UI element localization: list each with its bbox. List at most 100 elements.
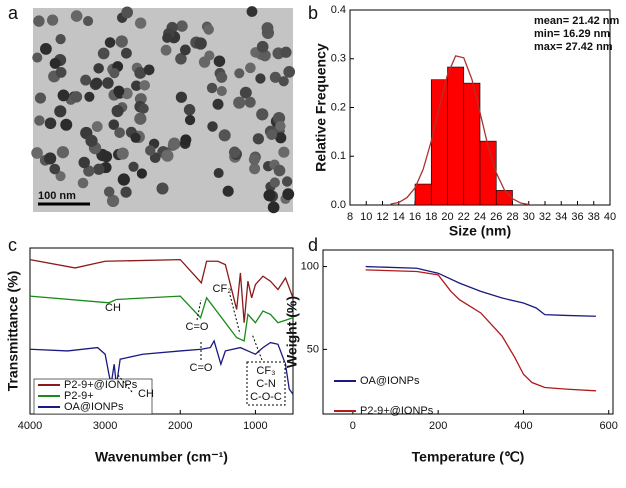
particle [55,66,67,78]
annotation: C-O-C [250,391,282,403]
x-tick-label: 26 [490,211,502,223]
particle [259,49,271,62]
legend-label: P2-9+ [64,390,94,402]
particle [44,117,57,130]
particle [233,96,246,109]
particle [80,74,92,86]
y-tick-label: 0.2 [331,101,346,113]
particle [136,168,148,179]
legend-label: OA@IONPs [360,375,420,387]
annotation: CF₃ [256,365,275,377]
arrow [229,294,241,335]
line-series [365,265,596,317]
particle [34,115,45,126]
legend-label: OA@IONPs [64,401,124,413]
particle [183,104,196,116]
y-axis-label: Relative Frequency [313,43,329,172]
scale-bar-label: 100 nm [38,190,76,202]
particle [228,146,241,158]
particle [198,56,211,68]
x-tick-label: 1000 [243,420,267,432]
particle [97,47,110,60]
particle [113,85,125,97]
x-tick-label: 14 [393,211,405,223]
particle [194,37,207,50]
particle [222,185,234,197]
particle [82,15,94,27]
particle [175,53,187,65]
particle [70,10,83,22]
arrow [196,299,202,321]
particle [245,62,256,74]
annotation: C=O [190,362,213,374]
x-tick-label: 12 [376,211,388,223]
particle [46,14,59,26]
x-tick-label: 10 [360,211,372,223]
particle [179,44,191,56]
particle [114,127,125,138]
bar [430,79,448,206]
particle [49,163,61,175]
particle [128,161,139,172]
y-axis-label: Weight (%) [284,296,300,368]
y-tick-label: 0.4 [331,4,346,16]
bar [479,140,497,206]
particle [283,65,296,78]
x-tick-label: 0 [350,420,356,432]
particle [234,68,245,79]
legend-label: P2-9+@IONPs [64,379,138,391]
x-tick-label: 32 [539,211,551,223]
particle [106,194,120,208]
particle [44,152,57,165]
particle [255,73,266,84]
particle [32,52,43,63]
particle [256,40,269,53]
particle [244,96,256,108]
particle [156,182,169,195]
particle [261,22,274,34]
panel-label: a [8,3,19,23]
particle [212,98,224,110]
particle [55,34,66,45]
particle [139,80,151,91]
particle [176,20,188,32]
x-tick-label: 16 [409,211,421,223]
particle [117,173,130,186]
x-tick-label: 20 [441,211,453,223]
annotation: mean= 21.42 nm [534,15,620,27]
bar [414,183,432,206]
x-tick-label: 38 [588,211,600,223]
y-axis-label: Transmittance (%) [5,271,21,392]
particle [275,132,287,144]
x-tick-label: 30 [523,211,535,223]
tem-image [33,8,293,212]
y-tick-label: 50 [307,343,319,355]
y-tick-label: 0.1 [331,150,346,162]
x-tick-label: 600 [600,420,618,432]
annotation: CF₂ [213,283,232,295]
particle [33,15,45,27]
x-tick-label: 40 [604,211,616,223]
x-axis-label: Size (nm) [449,223,511,239]
particle [109,68,120,79]
particle [263,189,276,202]
particle [102,77,114,89]
particle [91,121,103,132]
x-tick-label: 3000 [93,420,117,432]
particle [134,112,147,125]
particle [143,64,155,76]
x-tick-label: 4000 [18,420,42,432]
annotation: C=O [186,321,209,333]
bar [495,190,513,206]
particle [145,145,156,156]
particle [246,6,258,17]
particle [49,57,61,69]
particles [31,6,296,214]
particle [162,32,173,43]
particle [120,186,132,198]
particle [269,71,281,83]
annotation: CH [138,388,154,400]
x-tick-label: 2000 [168,420,192,432]
particle [77,177,89,189]
particle [180,134,192,146]
